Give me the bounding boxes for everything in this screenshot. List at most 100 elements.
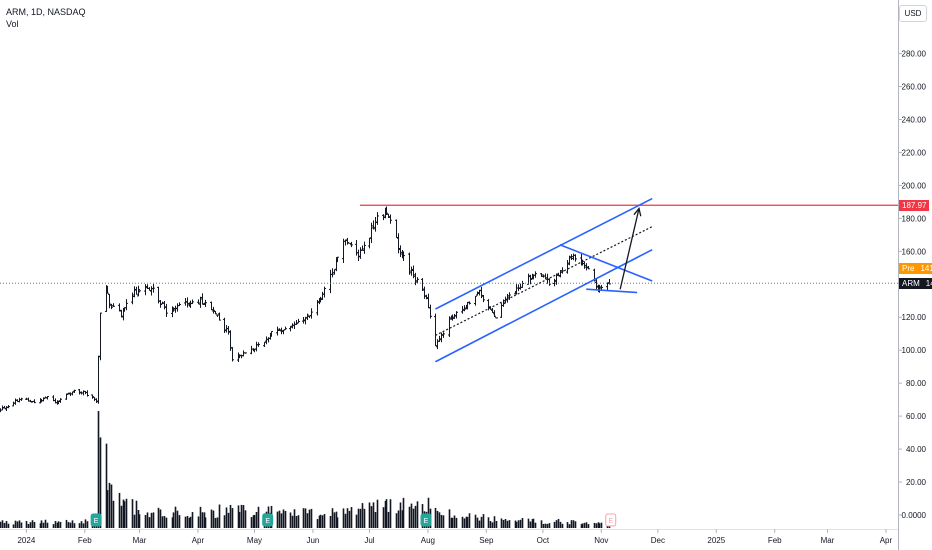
earnings-marker[interactable]: E bbox=[90, 513, 102, 527]
ohlc-bar bbox=[442, 332, 445, 338]
volume-bar bbox=[71, 520, 74, 528]
volume-bar bbox=[65, 519, 68, 528]
volume-bar bbox=[553, 521, 556, 528]
volume-bar bbox=[559, 521, 562, 528]
currency-button[interactable]: USD bbox=[899, 5, 927, 22]
earnings-badge bbox=[262, 513, 274, 527]
ohlc-bar bbox=[534, 271, 537, 278]
ohlc-bar bbox=[67, 392, 70, 395]
price-tick-label: 280.00 bbox=[902, 50, 927, 59]
time-tick-label: Feb bbox=[78, 536, 92, 545]
volume-bar bbox=[178, 515, 181, 528]
time-tick-label: Feb bbox=[768, 536, 782, 545]
earnings-marker[interactable]: E bbox=[262, 513, 274, 527]
volume-bar bbox=[3, 522, 6, 528]
volume-bar bbox=[461, 516, 464, 528]
volume-bar bbox=[80, 521, 83, 528]
symbol-title[interactable]: ARM, 1D, NASDAQ bbox=[6, 7, 86, 17]
volume-bar bbox=[597, 522, 600, 528]
ohlc-bar bbox=[20, 397, 23, 401]
volume-bar bbox=[0, 521, 2, 528]
volume-bar bbox=[531, 519, 534, 528]
volume-bar bbox=[344, 513, 347, 528]
volume-bar bbox=[197, 516, 200, 528]
ohlc-bar bbox=[244, 352, 247, 354]
ohlc-bar bbox=[91, 394, 94, 399]
volume-bar bbox=[385, 499, 388, 528]
volume-bar bbox=[67, 522, 70, 528]
ohlc-bar bbox=[110, 303, 113, 310]
price-tick-label: 220.00 bbox=[902, 148, 927, 157]
earnings-marker[interactable]: E bbox=[420, 513, 432, 527]
ohlc-bar bbox=[210, 301, 213, 311]
volume-bar bbox=[131, 499, 134, 528]
volume-bar bbox=[440, 515, 443, 528]
ohlc-bar bbox=[231, 347, 234, 362]
volume-bar bbox=[240, 504, 243, 528]
volume-bar bbox=[52, 524, 55, 528]
ohlc-bar bbox=[242, 350, 245, 357]
volume-bar bbox=[544, 523, 547, 528]
volume-bar bbox=[319, 514, 322, 528]
ohlc-bar bbox=[178, 302, 181, 307]
volume-bar bbox=[476, 517, 479, 528]
volume-bar bbox=[295, 516, 298, 528]
volume-bar bbox=[138, 514, 141, 528]
target-arrow-shaft bbox=[619, 208, 640, 290]
volume-bar bbox=[370, 506, 373, 528]
volume-bar bbox=[12, 524, 15, 528]
volume-bar bbox=[118, 492, 121, 528]
ohlc-bar bbox=[97, 355, 100, 404]
volume-bar bbox=[57, 521, 60, 528]
price-axis: 280.00 260.00 240.00 220.00 200.00 180.00 160.… bbox=[898, 0, 927, 550]
volume-bar bbox=[297, 515, 300, 528]
volume-bar bbox=[506, 520, 509, 528]
volume-label[interactable]: Vol bbox=[6, 19, 19, 29]
earnings-badge bbox=[420, 513, 432, 527]
volume-bars bbox=[0, 411, 611, 528]
volume-bar bbox=[14, 520, 17, 528]
volume-bar bbox=[323, 514, 326, 528]
volume-bar bbox=[561, 523, 564, 528]
volume-bar bbox=[416, 501, 419, 528]
ohlc-bar bbox=[65, 393, 68, 400]
volume-bar bbox=[532, 518, 535, 528]
volume-bar bbox=[593, 522, 596, 528]
volume-bar bbox=[574, 521, 577, 528]
volume-bar bbox=[97, 411, 100, 528]
volume-bar bbox=[106, 490, 109, 528]
volume-bar bbox=[451, 517, 454, 528]
ohlc-bar bbox=[250, 345, 253, 355]
ohlc-bar bbox=[310, 308, 313, 319]
channel-lower-line bbox=[435, 248, 653, 363]
price-tick-label: 80.00 bbox=[906, 379, 927, 388]
volume-bar bbox=[152, 512, 155, 528]
volume-bar bbox=[73, 523, 76, 528]
price-tick-label: 240.00 bbox=[902, 115, 927, 124]
ohlc-bar bbox=[583, 261, 586, 269]
upcoming-earnings-marker[interactable]: E bbox=[605, 513, 617, 527]
ohlc-bar bbox=[429, 304, 432, 319]
volume-bar bbox=[133, 514, 136, 528]
ohlc-bar bbox=[423, 286, 426, 299]
ohlc-bar bbox=[191, 299, 194, 304]
volume-bar bbox=[448, 509, 451, 528]
ohlc-bar bbox=[46, 395, 49, 400]
ohlc-bar bbox=[350, 241, 353, 248]
volume-bar bbox=[308, 509, 311, 528]
ohlc-bar bbox=[570, 254, 573, 260]
volume-bar bbox=[40, 520, 43, 528]
last-price-tag: ARM 140.65 bbox=[899, 277, 932, 289]
ohlc-bar bbox=[3, 405, 6, 409]
ohlc-bar bbox=[408, 252, 411, 275]
ohlc-bar bbox=[572, 253, 575, 261]
price-tick-label: 20.00 bbox=[906, 478, 927, 487]
volume-bar bbox=[238, 511, 241, 528]
ohlc-bar bbox=[568, 255, 571, 266]
ohlc-bar bbox=[474, 295, 477, 306]
volume-bar bbox=[123, 501, 126, 528]
target-arrow-head bbox=[633, 207, 642, 217]
ohlc-bar bbox=[376, 212, 379, 225]
volume-bar bbox=[306, 513, 309, 528]
